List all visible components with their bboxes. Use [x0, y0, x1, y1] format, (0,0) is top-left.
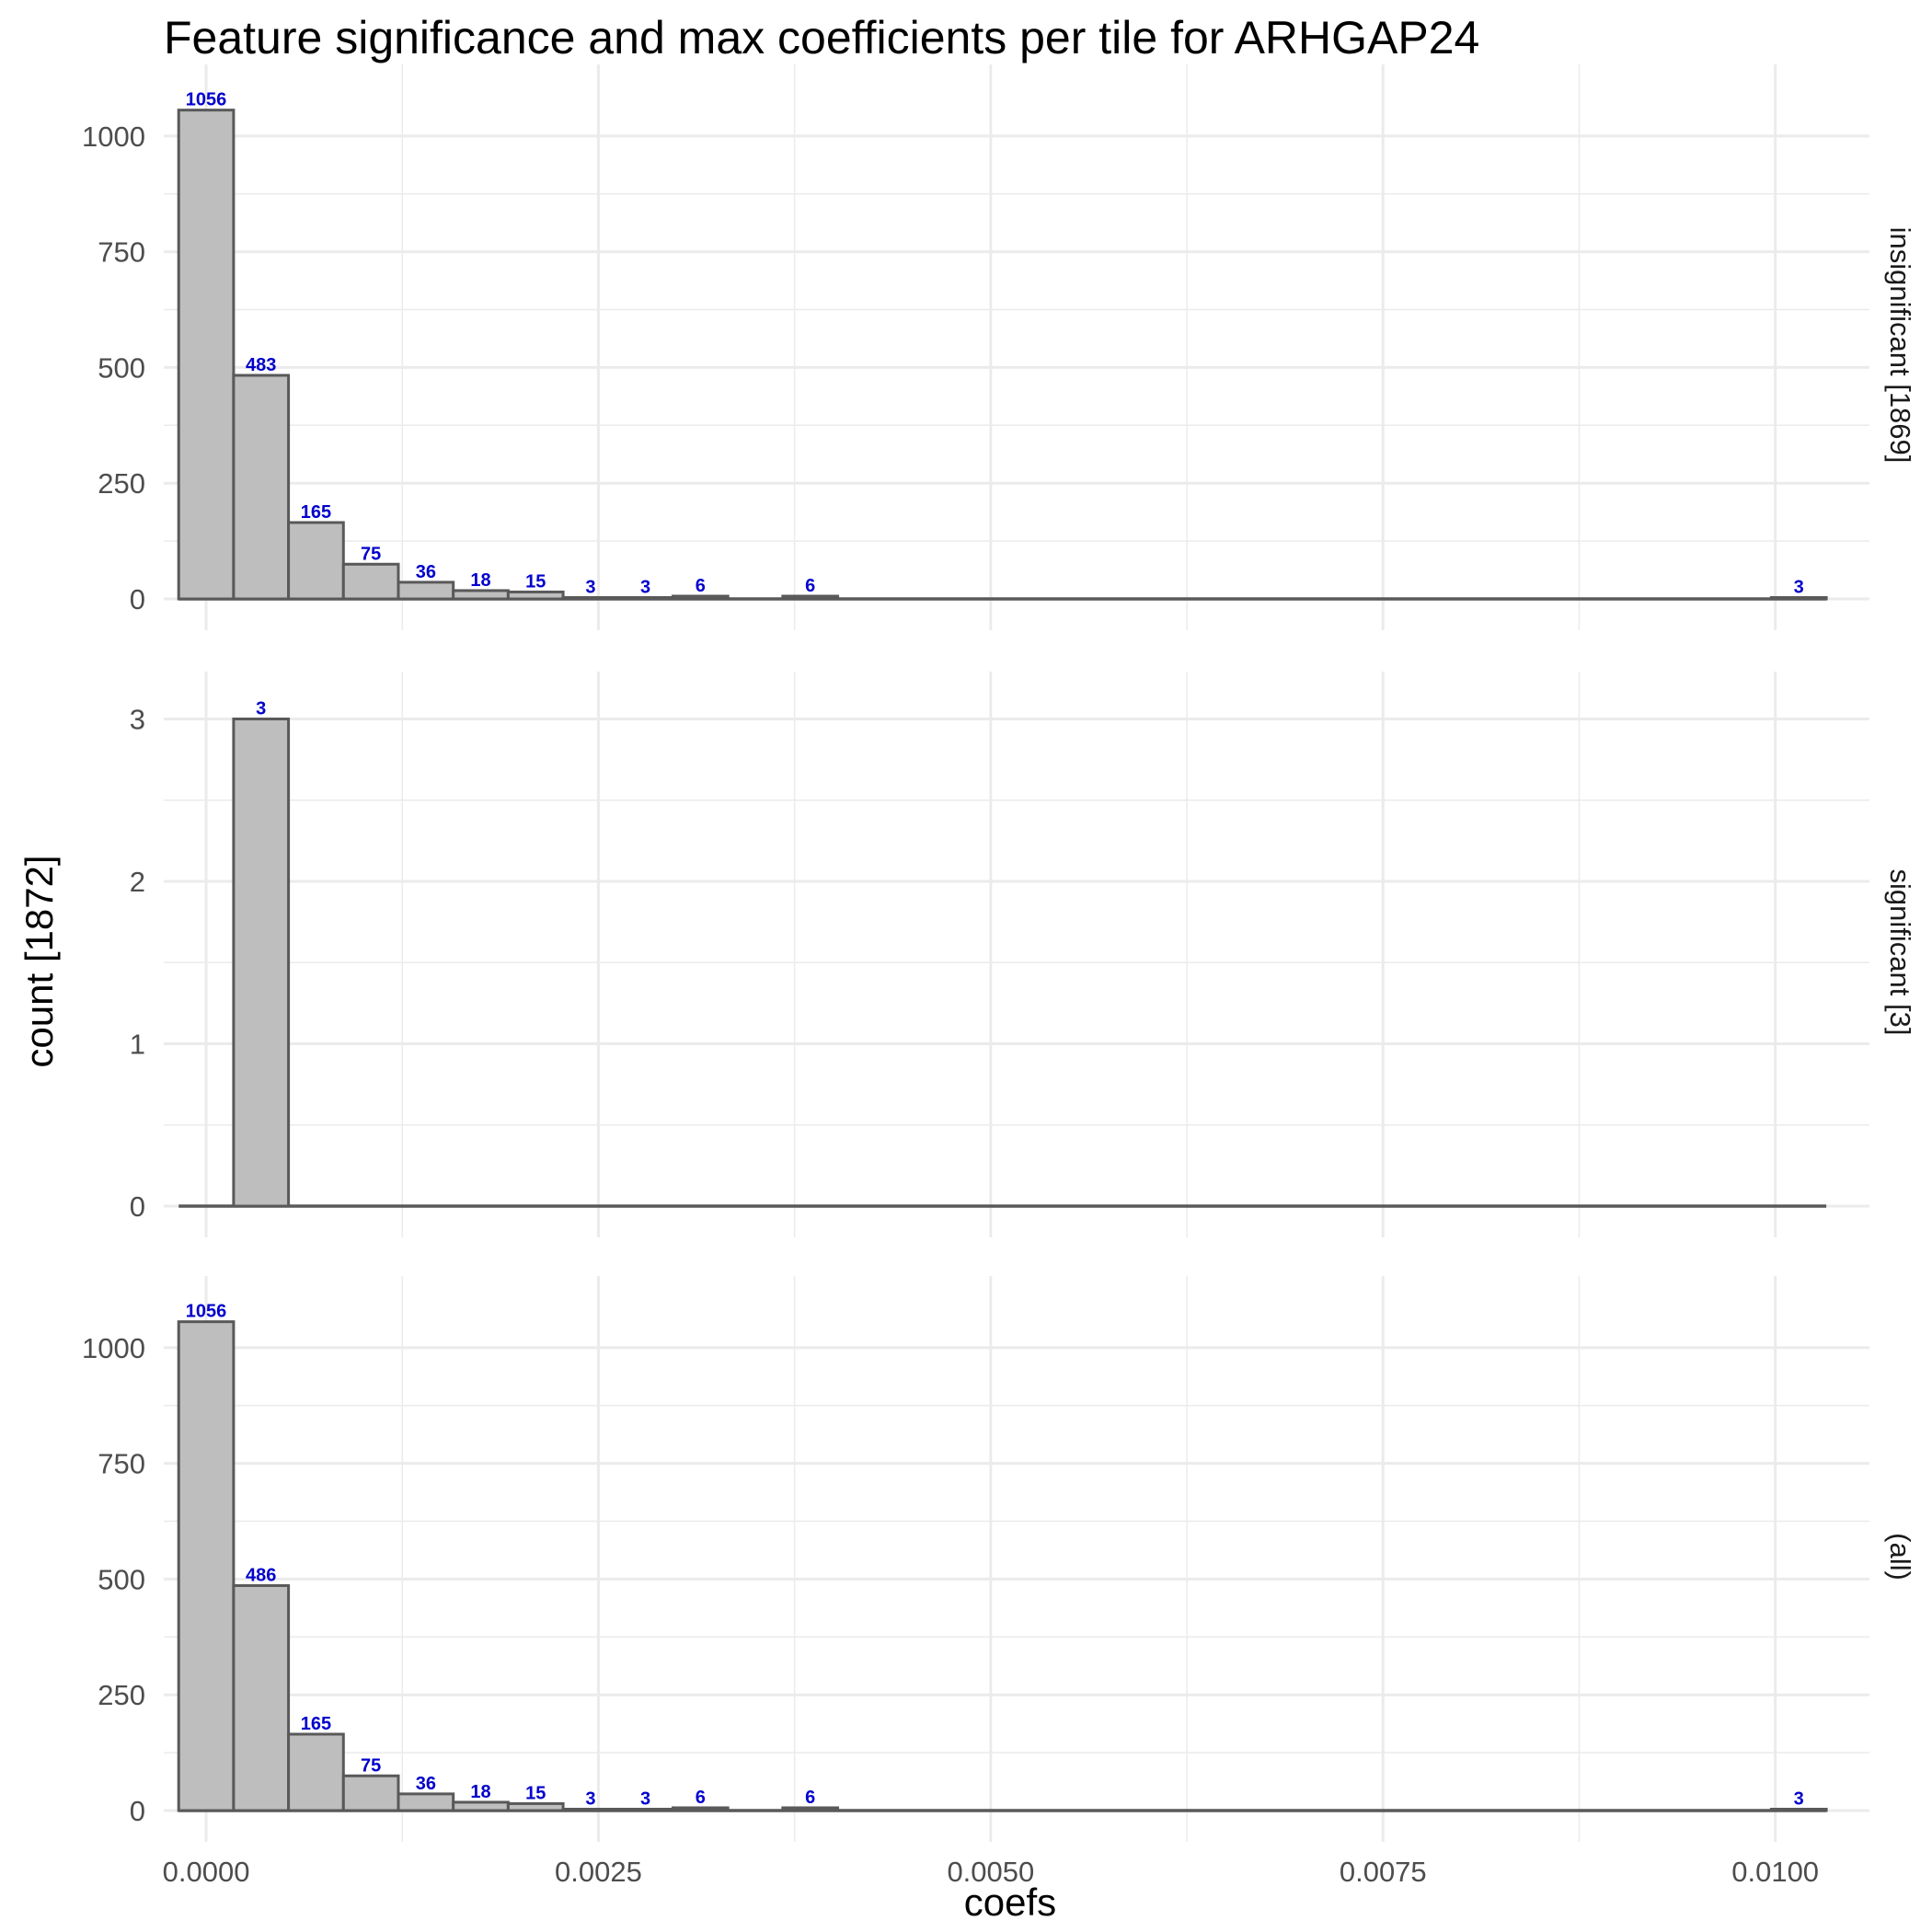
- histogram-bar: [781, 594, 840, 601]
- bar-count-label: 75: [361, 1755, 381, 1776]
- histogram-bar: [616, 1807, 674, 1812]
- x-tick-label: 0.0100: [1731, 1856, 1819, 1888]
- bar-count-label: 1056: [186, 1302, 227, 1322]
- y-tick-label: 500: [98, 351, 145, 384]
- bar-count-label: 165: [301, 1714, 331, 1734]
- facet-strip-label: (all): [1884, 1533, 1916, 1581]
- bar-count-label: 486: [246, 1565, 276, 1585]
- panel-1: 0 1 2 3 3 significant [3]: [130, 672, 1916, 1237]
- histogram-bar: [671, 1806, 730, 1812]
- bar-count-label: 3: [640, 1788, 650, 1809]
- histogram-bar: [561, 1807, 620, 1812]
- histogram-bar: [506, 1801, 565, 1812]
- x-tick-label: 0.0000: [163, 1856, 250, 1888]
- bar-count-label: 75: [361, 544, 381, 564]
- y-axis-title: count [1872]: [17, 855, 61, 1067]
- bar-count-label: 18: [470, 1782, 490, 1802]
- bar-count-label: 6: [805, 576, 815, 596]
- bar-count-label: 483: [246, 355, 276, 375]
- histogram-bar: [452, 1800, 510, 1812]
- histogram-bar: [287, 1732, 345, 1812]
- histogram-bar: [1769, 1807, 1828, 1812]
- histogram-bar: [341, 562, 400, 601]
- x-axis: 0.0000 0.0025 0.0050 0.0075 0.0100: [163, 1856, 1819, 1888]
- bar-count-label: 3: [256, 698, 266, 719]
- y-tick-label: 1: [130, 1028, 145, 1060]
- bar-count-label: 1056: [186, 90, 227, 110]
- y-tick-label: 750: [98, 236, 145, 269]
- bar-count-label: 165: [301, 502, 331, 523]
- y-tick-label: 3: [130, 703, 145, 735]
- bar-count-label: 15: [525, 1783, 546, 1803]
- x-tick-label: 0.0025: [555, 1856, 642, 1888]
- histogram-bar: [671, 594, 730, 601]
- histogram-bar: [287, 521, 345, 601]
- bar-count-label: 3: [1794, 1788, 1804, 1809]
- histogram-bar: [177, 109, 236, 601]
- histogram-bar: [232, 717, 291, 1208]
- histogram-bar: [397, 1792, 455, 1812]
- x-tick-label: 0.0050: [947, 1856, 1034, 1888]
- histogram-bar: [232, 374, 291, 601]
- histogram-bar: [616, 595, 674, 601]
- y-tick-label: 1000: [82, 121, 145, 153]
- bar-count-label: 36: [416, 1774, 436, 1794]
- histogram-bar: [452, 589, 510, 601]
- y-tick-label: 750: [98, 1448, 145, 1480]
- x-tick-label: 0.0075: [1340, 1856, 1427, 1888]
- bar-count-label: 3: [585, 1788, 595, 1809]
- bar-count-label: 36: [416, 562, 436, 582]
- chart-title: Feature significance and max coefficient…: [164, 12, 1479, 63]
- bar-count-label: 3: [1794, 577, 1804, 597]
- histogram-bar: [506, 590, 565, 601]
- y-tick-label: 250: [98, 1679, 145, 1711]
- histogram-bar: [177, 1320, 236, 1812]
- y-tick-label: 0: [130, 583, 145, 615]
- bar-count-label: 6: [696, 1788, 706, 1808]
- y-tick-label: 1000: [82, 1332, 145, 1364]
- bar-count-label: 15: [525, 571, 546, 592]
- histogram-bar: [1769, 595, 1828, 601]
- histogram-bar: [232, 1583, 291, 1812]
- y-tick-label: 0: [130, 1795, 145, 1827]
- histogram-bar: [561, 595, 620, 601]
- bar-count-label: 3: [640, 577, 650, 597]
- histogram-bar: [341, 1774, 400, 1812]
- y-tick-label: 0: [130, 1190, 145, 1223]
- x-axis-title: coefs: [964, 1880, 1056, 1924]
- bar-count-label: 18: [470, 570, 490, 591]
- facet-strip-label: insignificant [1869]: [1884, 227, 1916, 464]
- bar-count-label: 6: [805, 1788, 815, 1808]
- y-tick-label: 250: [98, 467, 145, 500]
- y-tick-label: 500: [98, 1563, 145, 1595]
- bar-count-label: 3: [585, 577, 595, 597]
- y-tick-label: 2: [130, 866, 145, 898]
- facet-strip-label: significant [3]: [1884, 869, 1916, 1036]
- histogram-bar: [781, 1806, 840, 1812]
- bar-count-label: 6: [696, 576, 706, 596]
- histogram-bar: [397, 581, 455, 601]
